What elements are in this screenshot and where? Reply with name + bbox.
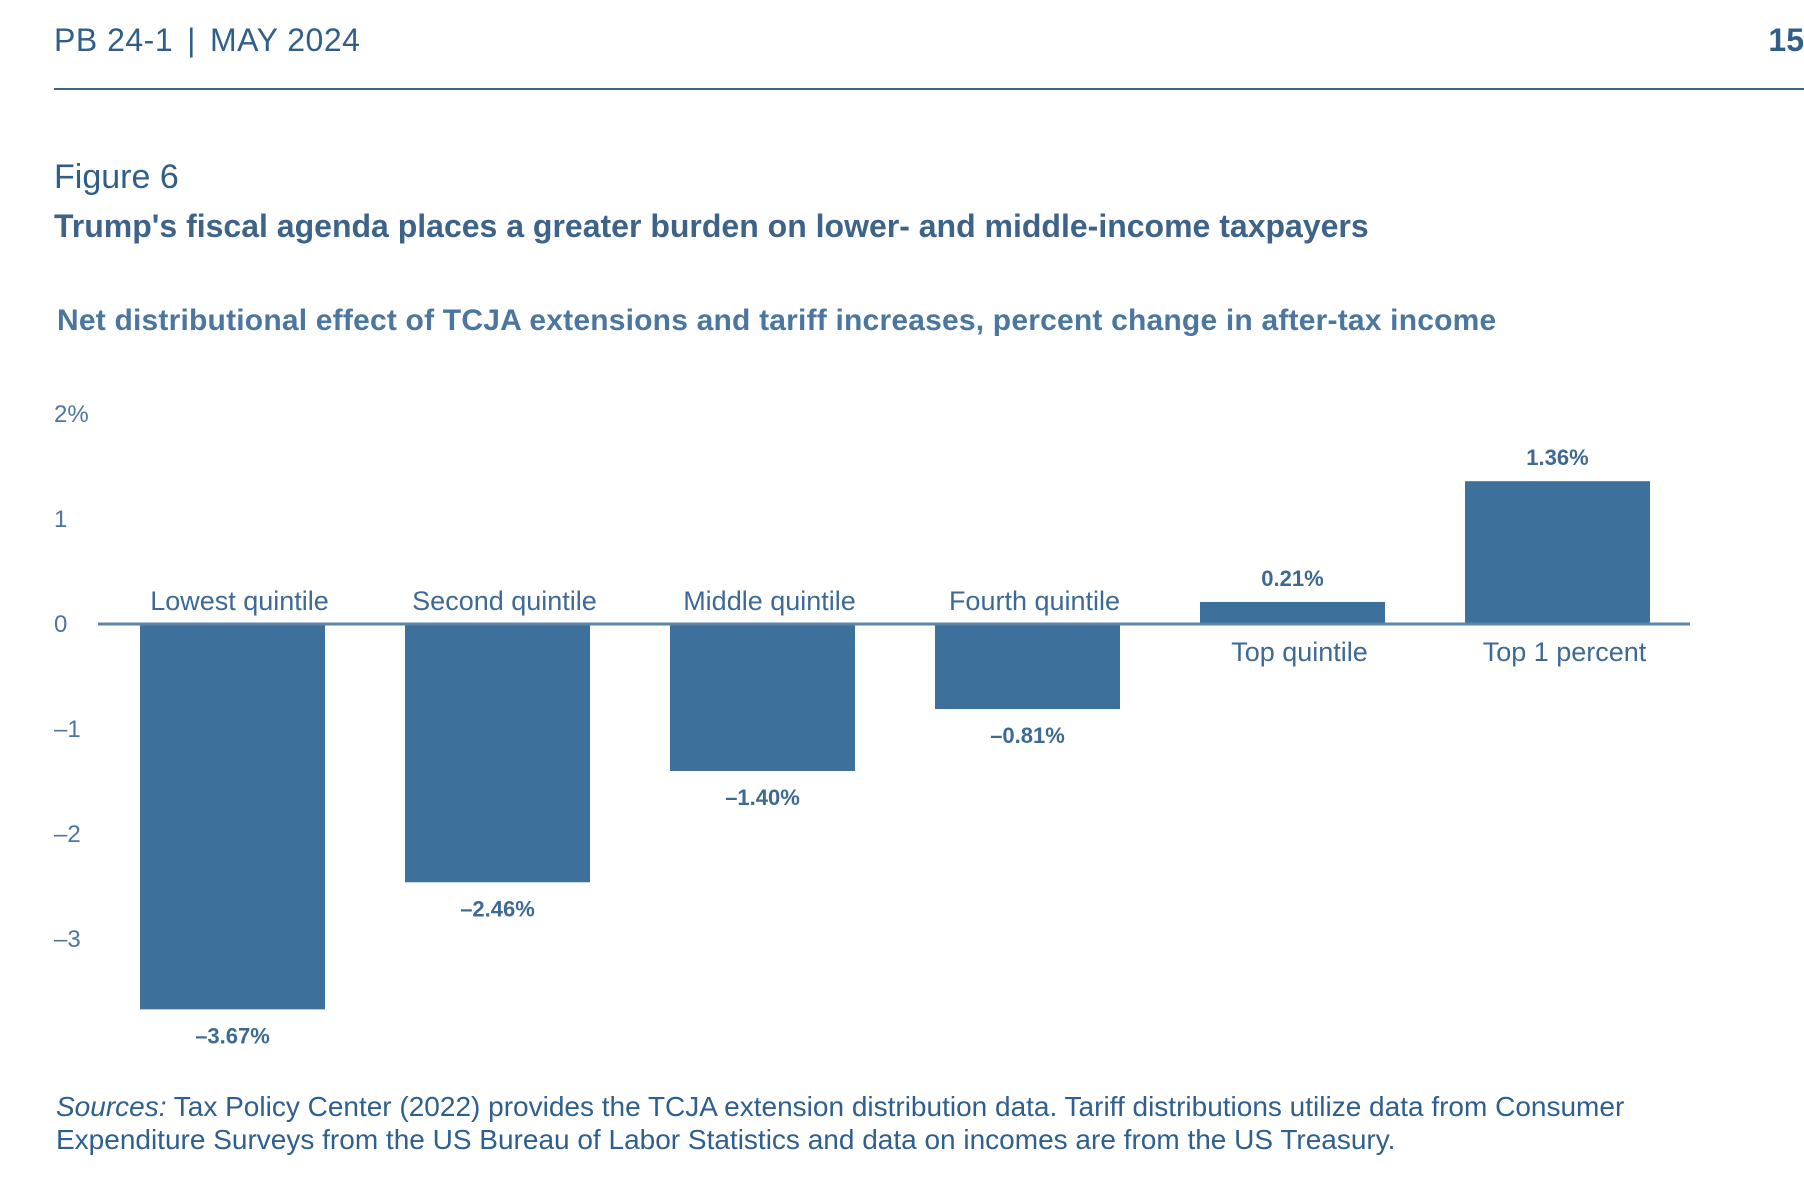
- category-label: Lowest quintile: [150, 586, 329, 616]
- value-label: –1.40%: [725, 785, 800, 810]
- y-tick-label: –2: [54, 821, 81, 848]
- value-label: 0.21%: [1261, 566, 1323, 591]
- category-label: Fourth quintile: [949, 586, 1120, 616]
- y-tick-label: 1: [54, 506, 67, 533]
- bar: [935, 624, 1120, 710]
- category-label: Middle quintile: [683, 586, 856, 616]
- chart-subtitle: Net distributional effect of TCJA extens…: [57, 304, 1497, 337]
- bar: [405, 624, 590, 883]
- value-label: 1.36%: [1526, 445, 1588, 470]
- figure-title: Trump's fiscal agenda places a greater b…: [54, 208, 1369, 244]
- category-labels: Lowest quintile Second quintile Middle qui…: [150, 586, 1647, 667]
- page-header: PB 24-1 | MAY 2024 15: [54, 22, 1804, 90]
- doc-id: PB 24-1: [54, 22, 174, 58]
- header-separator: |: [187, 22, 196, 58]
- bar: [670, 624, 855, 771]
- value-label: –2.46%: [460, 896, 535, 921]
- y-tick-label: 2%: [54, 401, 89, 428]
- header-left: PB 24-1 | MAY 2024: [54, 22, 360, 59]
- page-number: 15: [1768, 22, 1804, 58]
- figure-label: Figure 6: [54, 158, 179, 196]
- value-label: –0.81%: [990, 723, 1065, 748]
- category-label: Second quintile: [412, 586, 597, 616]
- y-tick-label: –3: [54, 926, 81, 953]
- bars: [140, 481, 1650, 1010]
- y-tick-label: 0: [54, 611, 67, 638]
- value-label: –3.67%: [195, 1023, 270, 1048]
- sources-text: Tax Policy Center (2022) provides the TC…: [56, 1091, 1625, 1155]
- bar: [1200, 601, 1385, 624]
- value-labels: –3.67% –2.46% –1.40% –0.81% 0.21% 1.36%: [195, 445, 1589, 1048]
- doc-date: MAY 2024: [209, 22, 361, 58]
- sources-label: Sources:: [56, 1091, 167, 1122]
- category-label: Top 1 percent: [1483, 637, 1647, 667]
- bar: [1465, 481, 1650, 624]
- category-label: Top quintile: [1231, 637, 1368, 667]
- bar: [140, 624, 325, 1010]
- sources-note: Sources: Tax Policy Center (2022) provid…: [56, 1090, 1756, 1156]
- y-axis-ticks: 2% 1 0 –1 –2 –3: [54, 401, 89, 953]
- y-tick-label: –1: [54, 716, 81, 743]
